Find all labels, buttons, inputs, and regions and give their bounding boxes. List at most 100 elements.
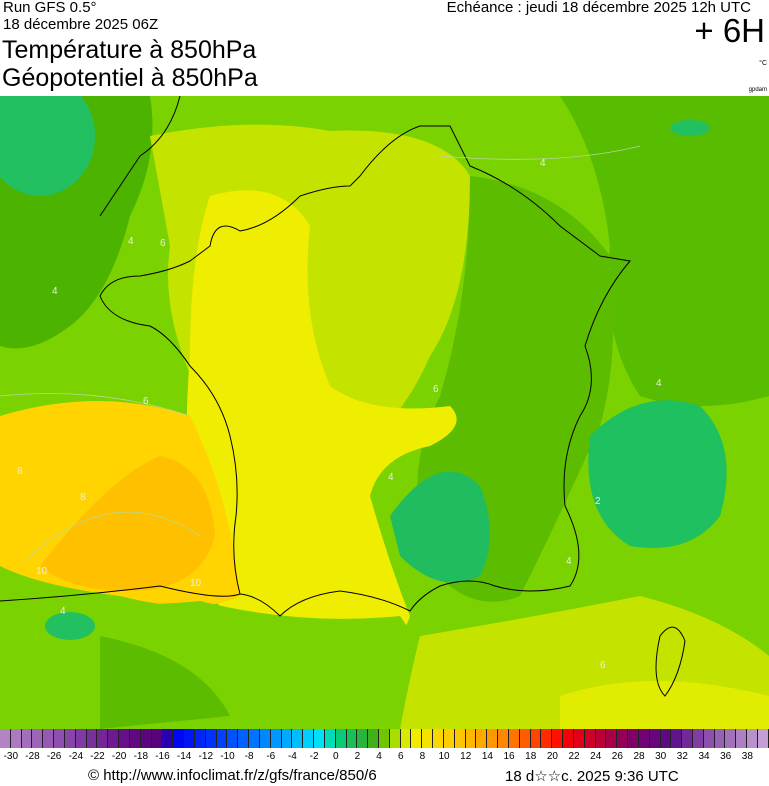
- color-swatch: [238, 729, 250, 748]
- color-swatch: [162, 729, 174, 748]
- contour-label: 4: [540, 158, 546, 169]
- color-scale-tick-label: 30: [655, 751, 667, 762]
- color-scale-tick-label: -4: [287, 751, 297, 762]
- color-swatch: [519, 729, 531, 748]
- color-swatch: [747, 729, 758, 748]
- color-swatch: [595, 729, 607, 748]
- color-swatch: [86, 729, 98, 748]
- color-swatch: [357, 729, 369, 748]
- color-swatch: [693, 729, 704, 748]
- contour-label: 8: [17, 466, 23, 477]
- color-swatch: [573, 729, 585, 748]
- color-swatch: [97, 729, 109, 748]
- contour-label: 6: [600, 660, 606, 671]
- color-scale-tick-label: -30: [3, 751, 19, 762]
- color-scale-tick-label: -12: [198, 751, 214, 762]
- color-swatch: [32, 729, 44, 748]
- temp-zone-alps: [390, 471, 490, 583]
- england-coast: [99, 96, 181, 217]
- temp-zone-spain-dark: [100, 636, 230, 729]
- color-scale-tick-label: 18: [525, 751, 537, 762]
- color-scale-tick-label: 4: [376, 751, 382, 762]
- color-swatch: [476, 729, 488, 748]
- temp-zone-med-cold: [588, 400, 727, 548]
- contour-label: 4: [128, 236, 134, 247]
- color-swatch: [498, 729, 509, 748]
- unit-temperature: °C: [759, 60, 767, 67]
- color-swatch: [314, 729, 325, 748]
- color-swatch: [0, 729, 11, 748]
- color-swatch: [303, 729, 315, 748]
- color-scale-tick-label: 6: [397, 751, 404, 762]
- color-scale-tick-label: -2: [309, 751, 319, 762]
- map-title-geopotential: Géopotentiel à 850hPa: [2, 64, 258, 92]
- contour-label: 10: [36, 566, 48, 577]
- contour-label: 4: [60, 606, 66, 617]
- run-date: 18 décembre 2025 06Z: [3, 16, 159, 33]
- color-swatch: [335, 729, 347, 748]
- temp-zone-central: [186, 190, 457, 656]
- temp-zone-sw-warm: [40, 456, 215, 591]
- color-swatch: [292, 729, 304, 748]
- color-swatch: [725, 729, 737, 748]
- run-label: Run GFS 0.5°: [3, 0, 97, 16]
- color-swatch: [552, 729, 564, 748]
- color-swatch: [108, 729, 120, 748]
- color-scale-ticks: -30 -28 -26 -24 -22 -20 -18 -16 -14 -12 -10 -8 -6 -4-…: [0, 751, 769, 765]
- contour-label: 4: [656, 378, 662, 389]
- color-swatch: [389, 729, 401, 748]
- weather-map: 4 6 4 4 6 8 10 10 4 6 4 2 4 6 8 4: [0, 96, 769, 729]
- color-swatch: [227, 729, 239, 748]
- color-scale-tick-label: 22: [568, 751, 580, 762]
- color-scale-tick-label: -6: [266, 751, 276, 762]
- color-scale-tick-label: 38: [741, 751, 753, 762]
- copyright-url: © http://www.infoclimat.fr/z/gfs/france/…: [88, 767, 377, 784]
- color-scale-tick-label: -16: [155, 751, 170, 762]
- color-swatch: [617, 729, 629, 748]
- color-swatch: [151, 729, 163, 748]
- color-scale-tick-label: 20: [546, 751, 558, 762]
- color-swatch: [10, 729, 22, 748]
- color-swatch: [64, 729, 76, 748]
- isotherm-line: [0, 393, 191, 417]
- color-scale-tick-label: 28: [633, 751, 645, 762]
- color-swatch: [649, 729, 661, 748]
- color-scale-tick-label: 2: [354, 751, 361, 762]
- color-scale-tick-label: 24: [590, 751, 602, 762]
- color-swatch: [119, 729, 130, 748]
- temp-zone-se-warm: [560, 681, 769, 729]
- lead-time: + 6H: [694, 12, 765, 49]
- color-swatch: [660, 729, 672, 748]
- color-swatch: [465, 729, 477, 748]
- contour-label: 6: [143, 396, 149, 407]
- color-swatch: [541, 729, 553, 748]
- color-swatch: [443, 729, 455, 748]
- contour-label: 8: [80, 492, 86, 503]
- color-scale-tick-label: 36: [720, 751, 732, 762]
- corsica-outline: [655, 626, 686, 697]
- color-swatch: [736, 729, 748, 748]
- color-swatch: [378, 729, 390, 748]
- color-swatch: [54, 729, 65, 748]
- contour-label: 2: [595, 496, 601, 507]
- isotherm-line: [439, 145, 641, 160]
- unit-geopotential: gpdam: [748, 87, 767, 93]
- color-scale-tick-label: 0: [332, 751, 339, 762]
- contour-label: 6: [160, 238, 166, 249]
- color-swatch: [411, 729, 423, 748]
- color-swatch: [249, 729, 260, 748]
- color-scale-tick-label: -14: [176, 751, 192, 762]
- color-swatch: [21, 729, 33, 748]
- color-swatch: [422, 729, 434, 748]
- color-swatch: [205, 729, 217, 748]
- color-swatch: [368, 729, 379, 748]
- color-scale-tick-label: -22: [90, 751, 105, 762]
- isotherm-line: [19, 511, 201, 567]
- color-scale-bar: [0, 729, 769, 748]
- color-swatch: [628, 729, 639, 748]
- color-scale-tick-label: 8: [419, 751, 426, 762]
- color-swatch: [454, 729, 466, 748]
- color-swatch: [671, 729, 683, 748]
- color-scale-tick-label: -28: [25, 751, 40, 762]
- temp-zone-ne-cold: [670, 120, 710, 136]
